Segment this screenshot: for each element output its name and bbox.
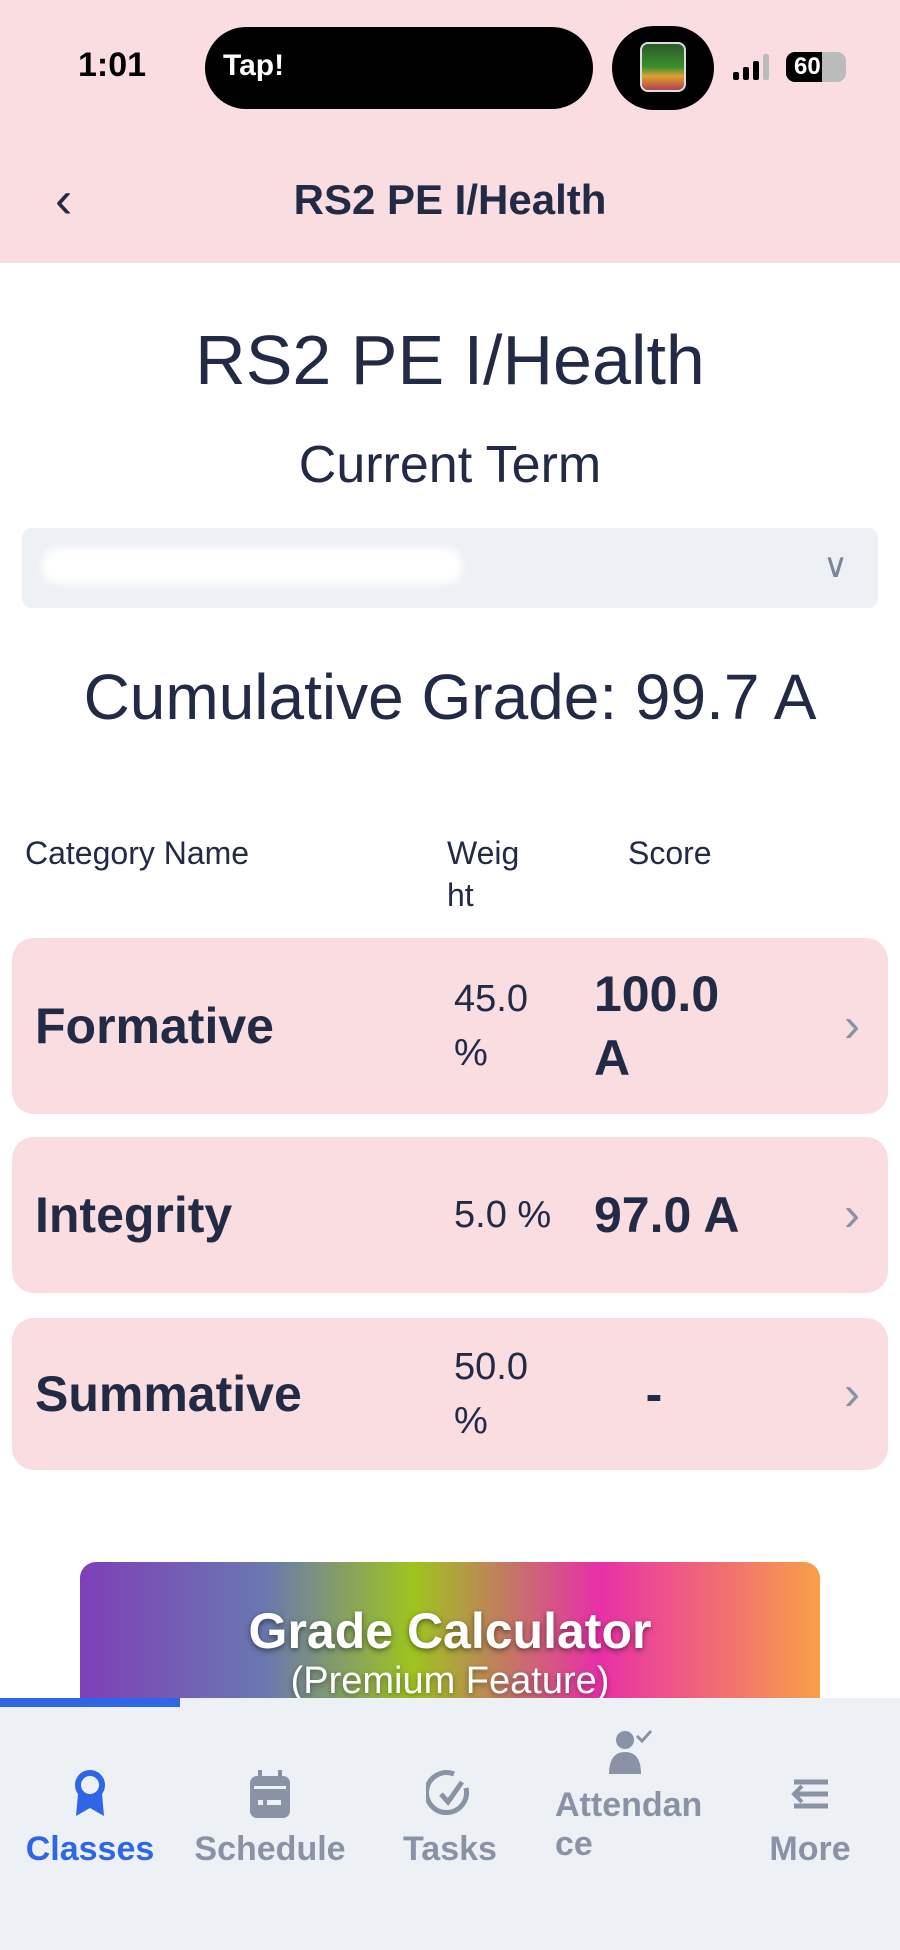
tab-label: Classes xyxy=(25,1830,155,1868)
category-name: Summative xyxy=(35,1366,302,1422)
activity-label: Tap! xyxy=(223,49,285,82)
calendar-icon xyxy=(250,1770,290,1818)
chevron-right-icon: › xyxy=(844,1188,860,1242)
check-circle-icon xyxy=(426,1770,470,1816)
battery-icon: 60 xyxy=(786,52,846,82)
app-thumbnail-icon xyxy=(640,42,686,92)
back-button[interactable]: ‹ xyxy=(55,171,73,229)
header-weight: Weig ht xyxy=(447,835,520,913)
category-score: 97.0 A xyxy=(594,1187,740,1243)
category-name: Formative xyxy=(35,998,274,1054)
banner-title: Grade Calculator xyxy=(248,1603,652,1659)
tab-label: Schedule xyxy=(194,1830,346,1868)
grade-calculator-button[interactable]: Grade Calculator (Premium Feature) xyxy=(80,1562,820,1722)
category-row-formative[interactable]: Formative 45.0 % 100.0 A › xyxy=(12,938,888,1114)
term-label: Current Term xyxy=(298,436,602,494)
category-row-summative[interactable]: Summative 50.0 % - › xyxy=(12,1318,888,1470)
banner-subtitle: (Premium Feature) xyxy=(290,1660,610,1702)
category-score: 100.0 A xyxy=(594,966,720,1086)
header: 1:01 Tap! 60 ‹ RS2 PE I/Health xyxy=(0,0,900,263)
category-name: Integrity xyxy=(35,1187,233,1243)
tab-label: Attendance xyxy=(555,1786,703,1863)
menu-arrow-icon xyxy=(791,1779,828,1809)
category-weight: 50.0 % xyxy=(454,1346,528,1442)
student-select[interactable]: ∨ xyxy=(22,528,878,608)
tab-label: Tasks xyxy=(403,1830,497,1868)
header-score: Score xyxy=(628,835,712,871)
user-check-icon xyxy=(609,1729,653,1774)
tab-tasks[interactable]: Tasks xyxy=(360,1768,540,1869)
tab-bar: Classes Schedule Tasks Attendance More xyxy=(0,1698,900,1950)
tab-schedule[interactable]: Schedule xyxy=(180,1768,360,1869)
tab-label: More xyxy=(769,1830,851,1868)
category-weight: 45.0 % xyxy=(454,978,528,1074)
tab-more[interactable]: More xyxy=(720,1768,900,1869)
nav-title: RS2 PE I/Health xyxy=(293,176,607,223)
chevron-right-icon: › xyxy=(844,999,860,1053)
cumulative-grade: Cumulative Grade: 99.7 A xyxy=(83,661,817,733)
header-category: Category Name xyxy=(25,835,250,871)
category-score: - xyxy=(645,1366,663,1422)
signal-icon xyxy=(733,54,769,80)
tab-classes[interactable]: Classes xyxy=(0,1768,180,1869)
tab-attendance[interactable]: Attendance xyxy=(540,1728,720,1864)
status-time: 1:01 xyxy=(78,46,147,84)
category-row-integrity[interactable]: Integrity 5.0 % 97.0 A › xyxy=(12,1137,888,1293)
page-title: RS2 PE I/Health xyxy=(195,321,705,399)
active-tab-indicator xyxy=(0,1698,180,1707)
category-weight: 5.0 % xyxy=(454,1194,552,1236)
award-icon xyxy=(75,1770,105,1816)
chevron-down-icon: ∨ xyxy=(823,547,848,585)
chevron-right-icon: › xyxy=(844,1367,860,1421)
live-activity[interactable] xyxy=(612,26,714,110)
dynamic-island[interactable]: Tap! xyxy=(205,27,593,109)
redacted-value xyxy=(42,548,462,584)
